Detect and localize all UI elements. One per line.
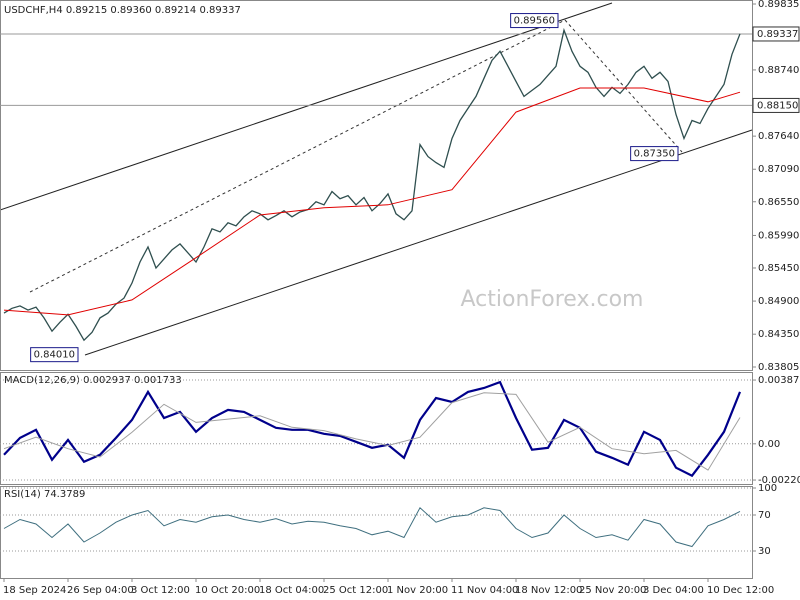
x-tick-label: 26 Sep 04:00 <box>67 585 134 596</box>
macd-title: MACD(12,26,9) 0.002937 0.001733 <box>4 375 182 386</box>
y-tick-label: 0.003873 <box>758 375 800 386</box>
trend-guide <box>564 19 683 153</box>
level-label-box <box>752 26 800 42</box>
y-tick-label: 100 <box>758 483 777 494</box>
y-tick-label: 0.85450 <box>758 263 799 274</box>
series-line <box>3 507 741 548</box>
x-tick-label: 10 Oct 20:00 <box>195 585 260 596</box>
y-tick-label: 0.84350 <box>758 329 799 340</box>
level-label-box <box>752 97 800 113</box>
watermark: ActionForex.com <box>461 287 644 312</box>
y-tick-label: 0.85990 <box>758 230 799 241</box>
x-tick-label: 11 Nov 04:00 <box>451 585 518 596</box>
channel-upper <box>0 2 613 211</box>
y-tick-label: 70 <box>758 510 771 521</box>
y-tick-label: 0.88740 <box>758 65 799 76</box>
level-label: 0.89337 <box>757 29 798 40</box>
y-tick-label: 30 <box>758 546 771 557</box>
annotation-box <box>630 146 679 162</box>
annotation-box <box>30 347 79 363</box>
x-tick-label: 10 Dec 12:00 <box>707 585 774 596</box>
annotation-label: 0.84010 <box>34 350 75 361</box>
x-tick-label: 1 Nov 20:00 <box>387 585 448 596</box>
annotation-label: 0.87350 <box>634 149 675 160</box>
x-tick-label: 25 Oct 12:00 <box>323 585 388 596</box>
x-tick-label: 18 Oct 04:00 <box>259 585 324 596</box>
y-tick-label: 0.87090 <box>758 164 799 175</box>
x-tick-label: 18 Sep 2024 <box>3 585 66 596</box>
series-line <box>3 87 741 316</box>
y-tick-label: 0.00 <box>758 439 780 450</box>
rsi-title: RSI(14) 74.3789 <box>4 489 85 500</box>
y-tick-label: 0.83805 <box>758 362 799 373</box>
x-tick-label: 3 Oct 12:00 <box>131 585 190 596</box>
level-label: 0.88150 <box>757 100 798 111</box>
price-title: USDCHF,H4 0.89215 0.89360 0.89214 0.8933… <box>4 5 241 16</box>
x-tick-label: 3 Dec 04:00 <box>643 585 704 596</box>
series-line <box>3 27 741 342</box>
trend-guide <box>29 19 566 293</box>
x-tick-label: 25 Nov 20:00 <box>579 585 646 596</box>
annotation-label: 0.89560 <box>514 16 555 27</box>
y-tick-label: 0.87640 <box>758 131 799 142</box>
y-tick-label: 0.84900 <box>758 296 799 307</box>
y-tick-label: 0.86550 <box>758 197 799 208</box>
series-line <box>3 380 742 478</box>
x-tick-label: 18 Nov 12:00 <box>515 585 582 596</box>
series-line <box>3 392 741 471</box>
channel-lower <box>84 129 753 356</box>
y-tick-label: 0.89835 <box>758 0 799 10</box>
annotation-box <box>510 13 559 29</box>
